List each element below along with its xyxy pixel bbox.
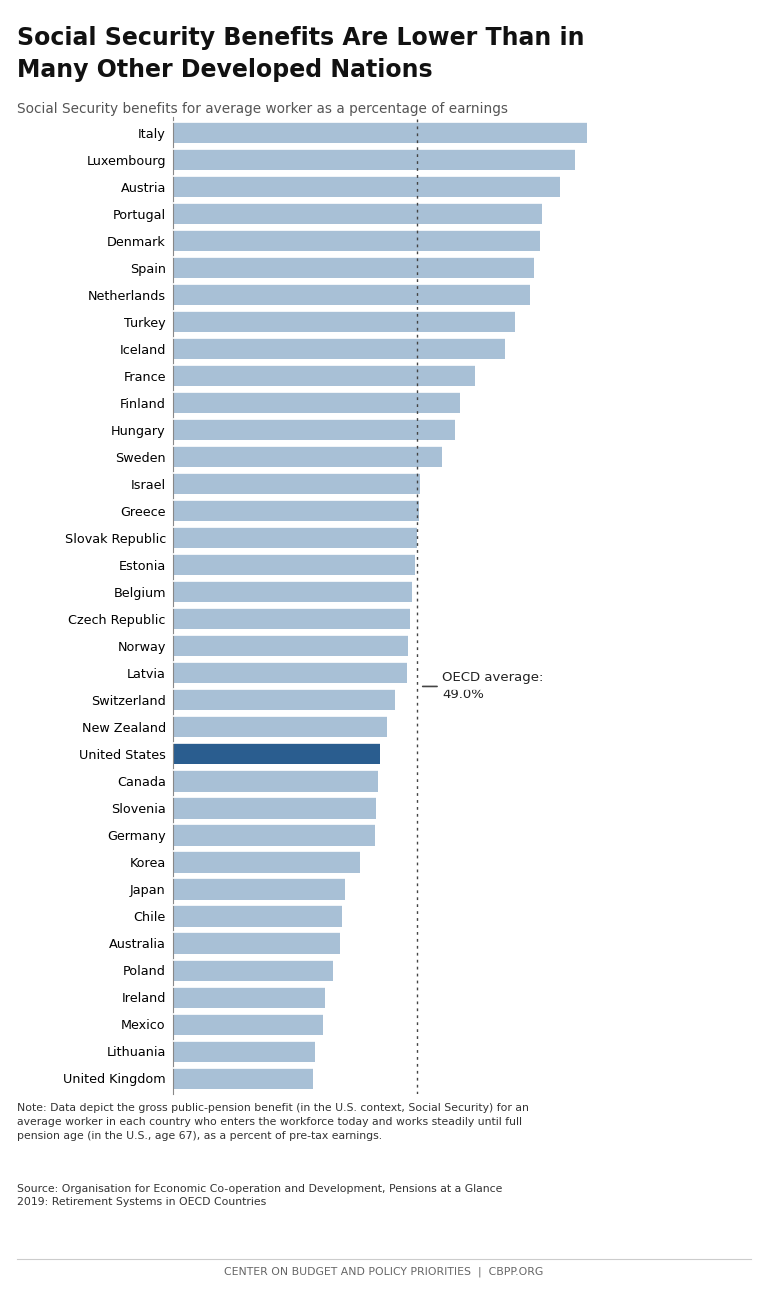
- Bar: [173, 365, 475, 386]
- Text: CENTER ON BUDGET AND POLICY PRIORITIES  |  CBPP.ORG: CENTER ON BUDGET AND POLICY PRIORITIES |…: [224, 1267, 544, 1277]
- Bar: [173, 500, 419, 522]
- Text: Note: Data depict the gross public-pension benefit (in the U.S. context, Social : Note: Data depict the gross public-pensi…: [17, 1103, 529, 1141]
- Bar: [173, 1040, 315, 1062]
- Bar: [173, 447, 442, 467]
- Bar: [173, 878, 345, 900]
- Bar: [173, 905, 342, 926]
- Bar: [173, 825, 375, 846]
- Text: Social Security benefits for average worker as a percentage of earnings: Social Security benefits for average wor…: [17, 102, 508, 117]
- Text: Source: Organisation for Economic Co-operation and Development, Pensions at a Gl: Source: Organisation for Economic Co-ope…: [17, 1184, 502, 1207]
- Bar: [173, 176, 560, 197]
- Bar: [173, 663, 407, 684]
- Bar: [173, 581, 412, 602]
- Bar: [173, 122, 587, 144]
- Bar: [173, 743, 380, 764]
- Bar: [173, 1014, 323, 1035]
- Bar: [173, 716, 387, 737]
- Text: OECD average:
49.0%: OECD average: 49.0%: [442, 671, 544, 702]
- Bar: [173, 231, 540, 251]
- Bar: [173, 554, 415, 575]
- Bar: [173, 771, 379, 791]
- Bar: [173, 149, 574, 171]
- Bar: [173, 932, 340, 953]
- Bar: [173, 392, 460, 413]
- Bar: [173, 474, 420, 495]
- Bar: [173, 636, 409, 657]
- Bar: [173, 1067, 313, 1089]
- Bar: [173, 960, 333, 980]
- Bar: [173, 689, 395, 711]
- Bar: [173, 203, 542, 224]
- Bar: [173, 311, 515, 333]
- Bar: [173, 798, 376, 818]
- Text: Social Security Benefits Are Lower Than in: Social Security Benefits Are Lower Than …: [17, 26, 584, 51]
- Bar: [173, 609, 410, 629]
- Bar: [173, 987, 325, 1008]
- Bar: [173, 527, 418, 548]
- Bar: [173, 420, 455, 440]
- Text: Many Other Developed Nations: Many Other Developed Nations: [17, 58, 432, 83]
- Bar: [173, 285, 530, 306]
- Bar: [173, 338, 505, 359]
- Bar: [173, 852, 360, 873]
- Bar: [173, 258, 534, 278]
